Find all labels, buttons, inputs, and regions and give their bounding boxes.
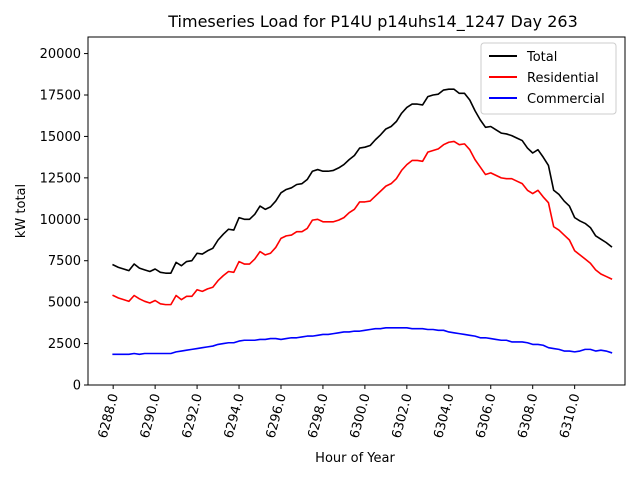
legend-box <box>480 42 617 115</box>
series-layer <box>112 88 613 356</box>
y-tick-label: 17500 <box>40 89 81 104</box>
x-axis-label: Hour of Year <box>315 451 395 466</box>
y-tick-label: 10000 <box>40 213 81 228</box>
y-tick-label: 2500 <box>48 337 81 352</box>
series-line-residential <box>112 140 613 306</box>
series-line-total <box>112 88 613 274</box>
legend-label-total: Total <box>526 50 557 65</box>
legend-label-residential: Residential <box>527 71 599 86</box>
y-tick-label: 0 <box>73 379 81 394</box>
y-tick-label: 5000 <box>48 296 81 311</box>
y-axis-label: kW total <box>14 184 29 238</box>
y-axis: 0 2500 5000 7500 10000 12500 15000 17500 20000 <box>40 47 88 394</box>
y-tick-label: 7500 <box>48 254 81 269</box>
chart-title: Timeseries Load for P14U p14uhs14_1247 D… <box>167 12 578 32</box>
y-tick-label: 12500 <box>40 171 81 186</box>
y-tick-label: 20000 <box>40 47 81 62</box>
y-tick-label: 15000 <box>40 130 81 145</box>
legend: Total Residential Commercial <box>480 42 617 115</box>
axes-frame <box>87 36 626 386</box>
series-line-commercial <box>112 327 613 356</box>
legend-label-commercial: Commercial <box>527 92 605 107</box>
